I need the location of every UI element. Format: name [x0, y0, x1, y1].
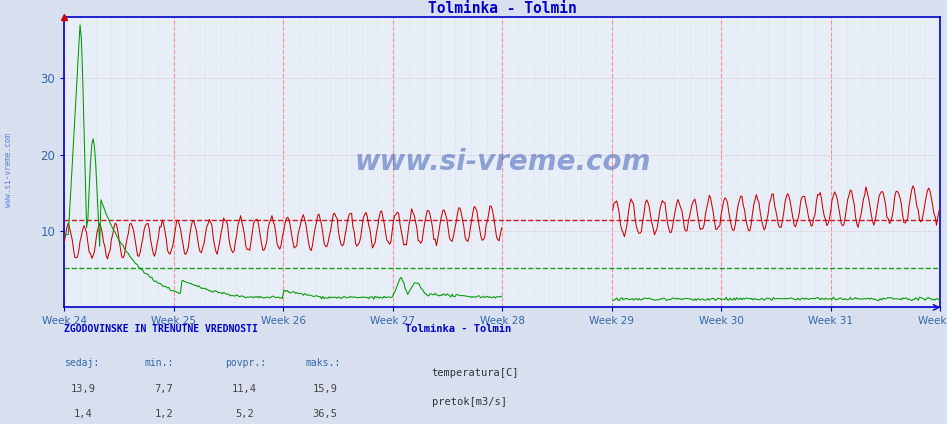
Text: Tolminka - Tolmin: Tolminka - Tolmin	[405, 324, 511, 335]
Text: maks.:: maks.:	[306, 358, 341, 368]
Text: pretok[m3/s]: pretok[m3/s]	[432, 397, 507, 407]
Text: povpr.:: povpr.:	[225, 358, 266, 368]
Text: 5,2: 5,2	[235, 409, 254, 419]
Text: ZGODOVINSKE IN TRENUTNE VREDNOSTI: ZGODOVINSKE IN TRENUTNE VREDNOSTI	[64, 324, 259, 335]
Text: www.si-vreme.com: www.si-vreme.com	[354, 148, 651, 176]
Text: 1,2: 1,2	[154, 409, 173, 419]
Text: 13,9: 13,9	[71, 384, 96, 394]
Text: 1,4: 1,4	[74, 409, 93, 419]
Text: 7,7: 7,7	[154, 384, 173, 394]
Text: 11,4: 11,4	[232, 384, 257, 394]
Text: sedaj:: sedaj:	[64, 358, 99, 368]
Text: www.si-vreme.com: www.si-vreme.com	[4, 133, 13, 206]
Text: 36,5: 36,5	[313, 409, 337, 419]
Text: min.:: min.:	[145, 358, 174, 368]
Text: 15,9: 15,9	[313, 384, 337, 394]
Title: Tolminka - Tolmin: Tolminka - Tolmin	[428, 1, 577, 16]
Text: temperatura[C]: temperatura[C]	[432, 368, 519, 378]
